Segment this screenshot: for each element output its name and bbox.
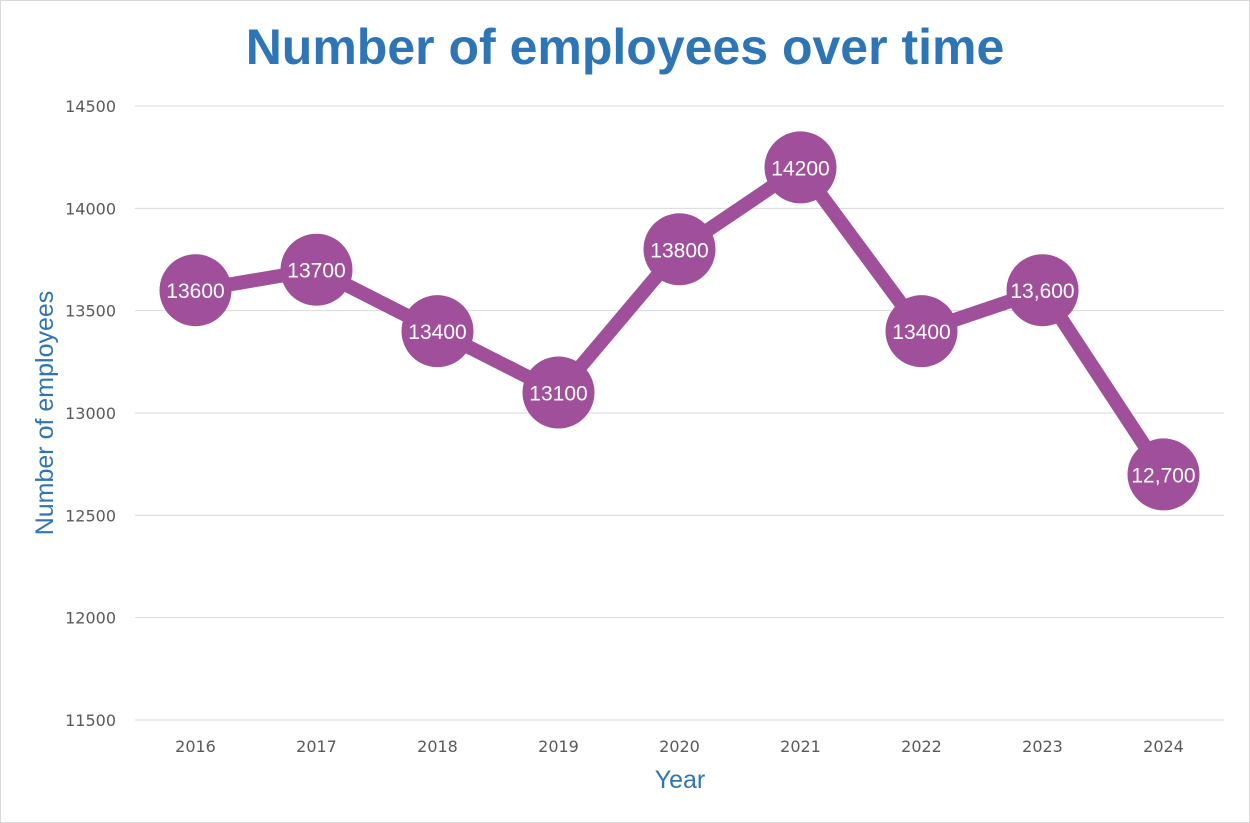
x-tick-label: 2020 [659, 737, 700, 756]
data-labels: 13600 13700 13400 13100 13800 14200 13400 13,60… [166, 157, 1195, 487]
data-label: 13100 [529, 383, 587, 406]
data-point [1006, 254, 1079, 327]
data-label: 13700 [287, 260, 345, 283]
data-point [401, 295, 474, 368]
data-point [522, 356, 595, 429]
data-label: 13600 [166, 280, 224, 303]
x-tick-label: 2019 [538, 737, 579, 756]
x-axis-ticks: 2016 2017 2018 2019 2020 2021 2022 2023 2024 [175, 737, 1184, 756]
data-label: 13400 [408, 321, 466, 344]
data-point [764, 131, 837, 204]
y-axis-title: Number of employees [31, 291, 59, 536]
data-label: 13800 [650, 239, 708, 262]
data-point [1127, 438, 1200, 511]
chart-title: Number of employees over time [245, 19, 1005, 75]
y-tick-label: 12500 [65, 506, 116, 525]
x-axis-title: Year [655, 766, 706, 794]
x-tick-label: 2018 [417, 737, 458, 756]
x-tick-label: 2021 [780, 737, 821, 756]
y-axis-ticks: 11500 12000 12500 13000 13500 14000 14500 [65, 97, 116, 730]
data-point [159, 254, 232, 327]
x-tick-label: 2024 [1143, 737, 1184, 756]
data-label: 14200 [771, 157, 829, 180]
series-employees [159, 131, 1200, 511]
gridlines [135, 105, 1224, 721]
data-label: 13,600 [1010, 280, 1074, 303]
y-tick-label: 14500 [65, 97, 116, 116]
data-point [280, 233, 353, 306]
x-tick-label: 2017 [296, 737, 337, 756]
y-tick-label: 11500 [65, 711, 116, 730]
data-point [885, 295, 958, 368]
y-tick-label: 13500 [65, 302, 116, 321]
data-label: 13400 [892, 321, 950, 344]
x-tick-label: 2016 [175, 737, 216, 756]
y-tick-label: 13000 [65, 404, 116, 423]
data-point [643, 213, 716, 286]
data-label: 12,700 [1131, 464, 1195, 487]
y-tick-label: 14000 [65, 199, 116, 218]
y-tick-label: 12000 [65, 609, 116, 628]
x-tick-label: 2022 [901, 737, 942, 756]
x-tick-label: 2023 [1022, 737, 1063, 756]
